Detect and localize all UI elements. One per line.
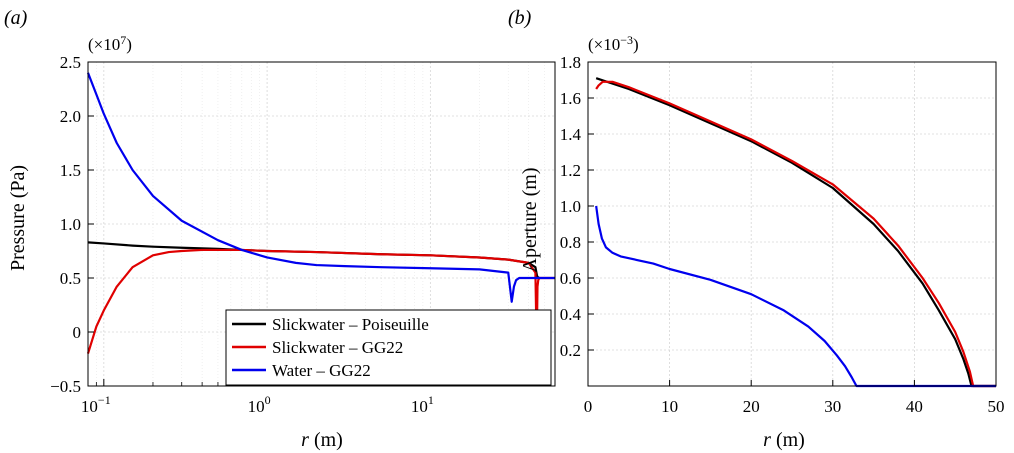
x-tick-label: 50 <box>988 397 1005 416</box>
y-tick-label: 0.4 <box>560 305 582 324</box>
panel-a: (a) (×107) Pressure (Pa) r (m) −0.5 0 0.5 1… <box>4 7 556 451</box>
panel-b-ylabel: Aperture (m) <box>519 168 541 273</box>
panel-b-ticks: 0 10 20 30 40 50 0.2 0.4 0.6 0.8 1.0 1.2 1.4 1.6 1.8 <box>560 53 1005 416</box>
y-tick-label: 1.5 <box>60 161 81 180</box>
y-tick-label: 1.0 <box>60 215 81 234</box>
series-line-slickwater-gg22 <box>86 248 555 354</box>
panel-a-series <box>86 72 555 354</box>
panel-b-xlabel: r (m) <box>763 429 805 451</box>
x-tick-label: 101 <box>411 393 434 416</box>
legend-label-water-gg22: Water – GG22 <box>272 361 371 380</box>
y-tick-label: −0.5 <box>50 377 81 396</box>
series-line-water-gg22 <box>86 72 555 303</box>
legend-label-slickwater-gg22: Slickwater – GG22 <box>272 338 403 357</box>
panel-a-label: (a) <box>4 7 28 29</box>
x-tick-label: 100 <box>248 393 271 416</box>
panel-b-frame <box>587 61 997 387</box>
y-tick-label: 2.5 <box>60 53 81 72</box>
y-tick-label: 0.2 <box>560 341 581 360</box>
panel-b-multiplier: (×10−3) <box>588 33 639 54</box>
panel-b-grid <box>587 61 997 386</box>
x-tick-label: 30 <box>824 397 841 416</box>
y-tick-label: 1.8 <box>560 53 581 72</box>
panel-a-ticks: −0.5 0 0.5 1.0 1.5 2.0 2.5 10−1 100 101 <box>50 53 545 416</box>
panel-a-ylabel: Pressure (Pa) <box>7 165 29 271</box>
y-tick-label: 0.8 <box>560 233 581 252</box>
panel-a-xlabel: r (m) <box>301 429 343 451</box>
x-tick-label: 10−1 <box>81 393 111 416</box>
y-tick-label: 0.5 <box>60 269 81 288</box>
series-line-slickwater-poiseuille <box>87 241 541 280</box>
x-tick-label: 0 <box>584 397 593 416</box>
y-tick-label: 1.4 <box>560 125 582 144</box>
panel-b: (b) (×10−3) Aperture (m) r (m) 0 10 20 30 40… <box>508 7 1005 451</box>
y-tick-label: 1.6 <box>560 89 581 108</box>
series-line-slickwater-gg22 <box>595 80 996 388</box>
x-tick-label: 40 <box>906 397 923 416</box>
y-tick-label: 1.0 <box>560 197 581 216</box>
legend-box <box>225 309 552 386</box>
panel-a-multiplier: (×107) <box>88 33 132 54</box>
series-line-slickwater-poiseuille <box>595 77 996 388</box>
y-tick-label: 1.2 <box>560 161 581 180</box>
legend: Slickwater – Poiseuille Slickwater – GG22… <box>225 309 552 386</box>
y-tick-label: 0.6 <box>560 269 581 288</box>
series-line-water-gg22 <box>595 205 996 388</box>
x-tick-label: 10 <box>661 397 678 416</box>
legend-label-slickwater-poiseuille: Slickwater – Poiseuille <box>272 315 429 334</box>
y-tick-label: 0 <box>73 323 82 342</box>
panel-b-label: (b) <box>508 7 532 29</box>
y-tick-label: 2.0 <box>60 107 81 126</box>
x-tick-label: 20 <box>743 397 760 416</box>
panel-b-series <box>595 77 996 388</box>
